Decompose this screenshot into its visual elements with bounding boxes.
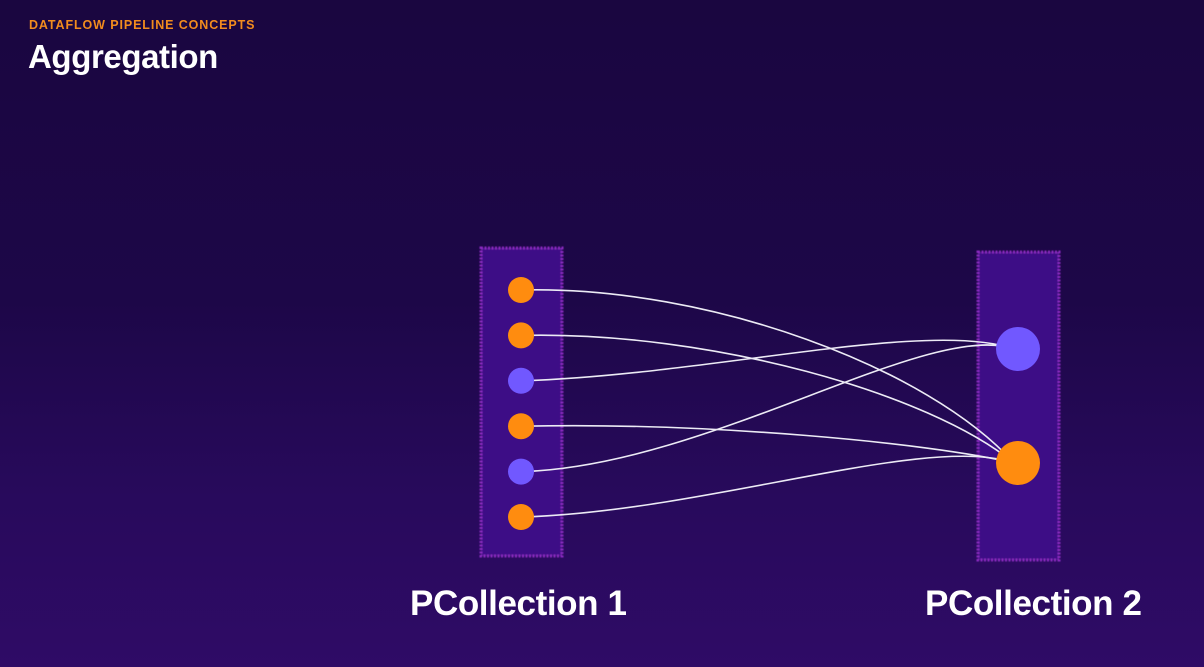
connector-line-3 xyxy=(522,339,1015,382)
pcollection-2-box xyxy=(976,250,1061,562)
connector-line-5 xyxy=(522,344,1015,473)
connector-line-2 xyxy=(522,334,1015,464)
pcollection-2-label: PCollection 2 xyxy=(925,584,1142,623)
elements xyxy=(508,277,1040,530)
connector-line-4 xyxy=(522,424,1015,464)
connector-line-1 xyxy=(522,289,1015,464)
pcollection-1-element-5 xyxy=(508,458,534,485)
connectors xyxy=(522,289,1015,518)
connector-line-6 xyxy=(522,455,1015,518)
pcollection-2-element-1 xyxy=(996,327,1040,371)
page-title: Aggregation xyxy=(28,38,218,75)
pcollection-2-element-2 xyxy=(996,441,1040,485)
pcollection-1-element-1 xyxy=(508,277,534,303)
pcollection-1-element-6 xyxy=(508,504,534,530)
pcollection-1-element-3 xyxy=(508,367,534,394)
pcollection-1-element-4 xyxy=(508,413,534,440)
section-eyebrow: DATAFLOW PIPELINE CONCEPTS xyxy=(29,18,256,32)
pcollection-1-label: PCollection 1 xyxy=(410,584,627,623)
pcollection-1-element-2 xyxy=(508,322,534,349)
